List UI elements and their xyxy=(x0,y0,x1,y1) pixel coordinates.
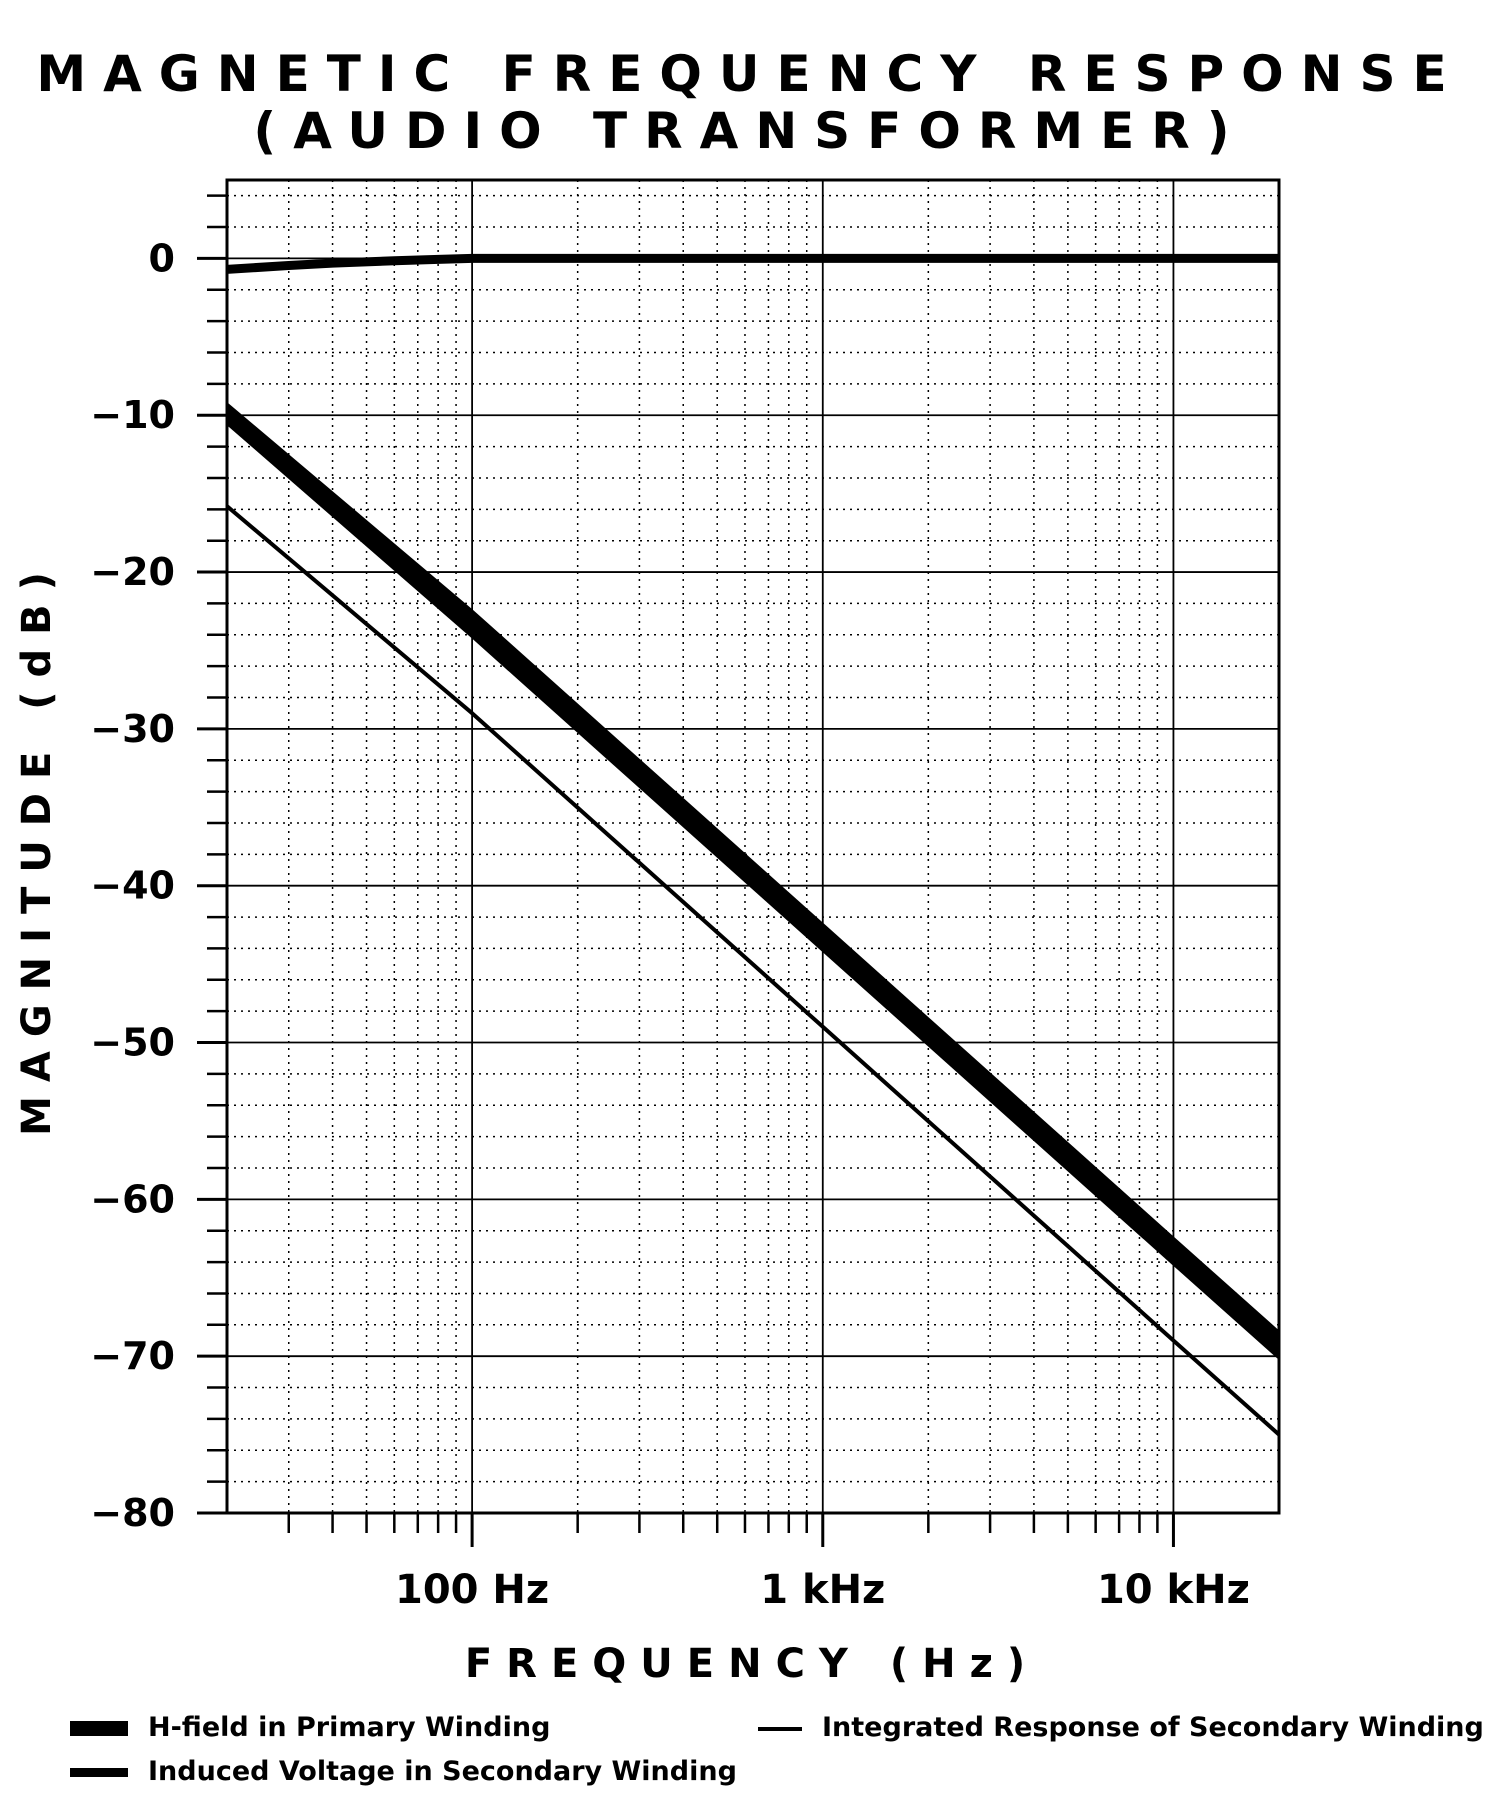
grid xyxy=(227,180,1279,1514)
legend-item-h-field: H-field in Primary Winding xyxy=(70,1712,550,1743)
y-tick-label: −20 xyxy=(90,550,175,594)
y-tick-label: 0 xyxy=(149,236,175,280)
y-tick-label: −60 xyxy=(90,1177,175,1221)
x-axis-label: FREQUENCY (Hz) xyxy=(465,1641,1039,1687)
chart-subtitle: (AUDIO TRANSFORMER) xyxy=(253,102,1247,160)
x-tick-label: 100 Hz xyxy=(395,1567,549,1613)
series-h-field-band xyxy=(226,401,1280,1361)
x-tick-label: 1 kHz xyxy=(760,1567,885,1613)
legend-item-integrated-response: Integrated Response of Secondary Winding xyxy=(758,1712,1484,1743)
y-tick-label: −80 xyxy=(90,1491,175,1535)
axis-ticks xyxy=(197,194,1175,1547)
series-induced-voltage-line xyxy=(226,253,1279,274)
legend-swatch-band xyxy=(70,1721,128,1736)
y-axis-label: MAGNITUDE (dB) xyxy=(14,558,60,1136)
legend-label-induced-voltage: Induced Voltage in Secondary Winding xyxy=(148,1756,737,1787)
y-tick-label: −50 xyxy=(90,1021,175,1065)
series-layer xyxy=(225,253,1281,1437)
legend-label-integrated-response: Integrated Response of Secondary Winding xyxy=(822,1712,1484,1743)
y-tick-label: −30 xyxy=(90,707,175,751)
y-tick-label: −40 xyxy=(90,864,175,908)
y-tick-labels: 0 −10 −20 −30 −40 −50 −60 −70 −80 xyxy=(90,236,175,1535)
y-tick-label: −10 xyxy=(90,393,175,437)
legend-swatch-thick xyxy=(70,1768,128,1777)
plot-frame xyxy=(225,178,1281,1515)
legend-swatch-thin xyxy=(758,1726,802,1731)
x-tick-label: 10 kHz xyxy=(1097,1567,1250,1613)
legend-label-h-field: H-field in Primary Winding xyxy=(148,1712,551,1743)
legend-item-induced-voltage: Induced Voltage in Secondary Winding xyxy=(70,1756,737,1787)
series-integrated-response-line xyxy=(225,504,1281,1437)
x-tick-labels: 100 Hz 1 kHz 10 kHz xyxy=(395,1567,1250,1613)
y-tick-label: −70 xyxy=(90,1334,175,1378)
chart-title: MAGNETIC FREQUENCY RESPONSE xyxy=(36,45,1464,103)
